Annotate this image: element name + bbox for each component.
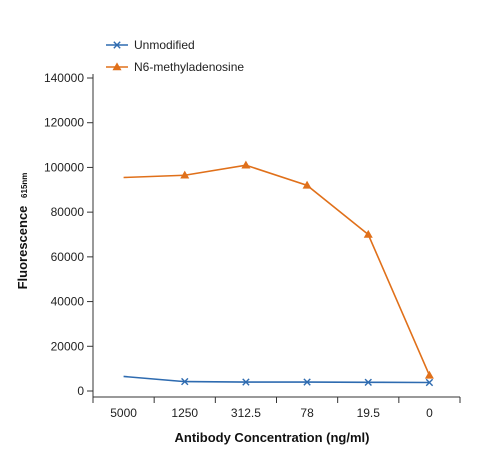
data-point-unmodified	[242, 378, 250, 386]
data-point-unmodified	[364, 378, 372, 386]
legend-label-unmodified: Unmodified	[134, 38, 195, 52]
y-axis-title-main: Fluorescence	[15, 206, 30, 290]
x-tick-label: 1250	[171, 406, 198, 420]
series-line-unmodified	[123, 375, 430, 384]
y-tick-label: 20000	[51, 339, 85, 353]
series-n6-methyladenosine	[123, 160, 434, 379]
y-tick-label: 100000	[44, 160, 84, 174]
data-point-unmodified	[181, 377, 189, 386]
x-axis: 5000 1250 312.5 78 19.5 0	[92, 396, 461, 420]
x-tick-label: 5000	[110, 406, 137, 420]
legend-marker-shape	[113, 41, 121, 49]
legend-label-n6-methyladenosine: N6-methyladenosine	[134, 60, 244, 74]
data-point-n6-methyladenosine	[241, 160, 251, 169]
data-point-n6-methyladenosine	[424, 370, 434, 379]
data-point-unmodified	[303, 378, 311, 386]
y-tick-label: 60000	[51, 250, 85, 264]
y-axis-title-subscript: 615nm	[20, 173, 29, 198]
legend-item-unmodified: Unmodified	[106, 38, 195, 52]
legend: Unmodified N6-methyladenosine	[106, 38, 244, 74]
data-point-n6-methyladenosine	[302, 180, 312, 189]
y-tick-label: 0	[77, 384, 84, 398]
legend-marker-x-icon	[113, 41, 121, 49]
series-layer	[123, 160, 434, 387]
data-point-unmodified	[425, 378, 434, 387]
x-tick-label: 78	[300, 406, 314, 420]
y-tick-label: 140000	[44, 71, 84, 85]
series-line-n6-methyladenosine	[123, 164, 431, 376]
y-tick-label: 40000	[51, 295, 85, 309]
legend-item-n6-methyladenosine: N6-methyladenosine	[106, 60, 244, 74]
data-point-n6-methyladenosine	[180, 170, 190, 179]
y-tick-label: 80000	[51, 205, 85, 219]
x-tick-label: 19.5	[357, 406, 381, 420]
data-point-n6-methyladenosine	[363, 229, 373, 238]
y-tick-label: 120000	[44, 116, 84, 130]
series-unmodified	[123, 375, 434, 387]
x-tick-label: 0	[426, 406, 433, 420]
y-axis: 0 20000 40000 60000 80000 100000 120000 140000	[44, 71, 94, 398]
x-axis-title: Antibody Concentration (ng/ml)	[175, 430, 370, 445]
legend-marker-shape	[112, 62, 122, 71]
y-axis-title: Fluorescence 615nm	[15, 173, 30, 290]
legend-marker-triangle-icon	[112, 62, 122, 71]
x-tick-label: 312.5	[231, 406, 261, 420]
